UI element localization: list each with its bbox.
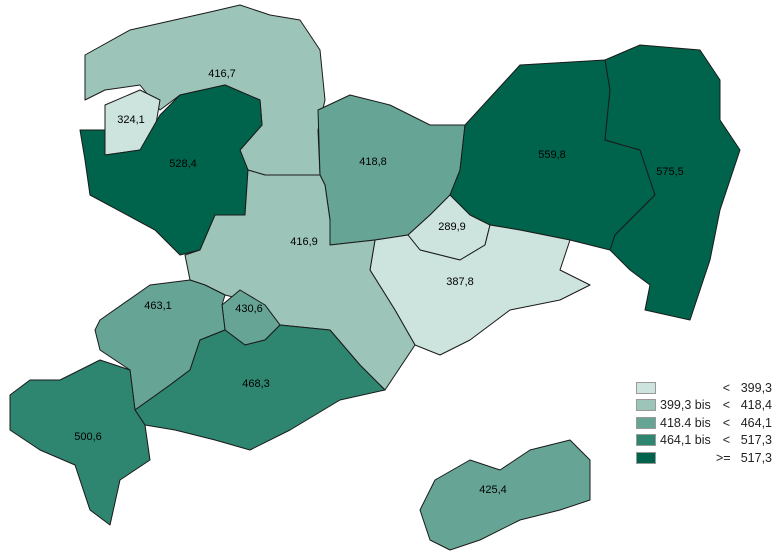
legend-item: 399,3 bis <418,4 <box>636 397 772 415</box>
region-value-label: 416,9 <box>290 236 318 248</box>
region-value-label: 324,1 <box>117 114 145 126</box>
region-vogtland <box>9 359 151 526</box>
region-value-label: 416,7 <box>208 68 236 80</box>
region-value-label: 500,6 <box>74 431 102 443</box>
legend-swatch <box>636 434 656 447</box>
legend-item: 418.4 bis <464,1 <box>636 414 772 432</box>
legend-item: 464,1 bis <517,3 <box>636 432 772 450</box>
legend-from: 418.4 bis <box>660 415 711 430</box>
legend-swatch <box>636 399 656 412</box>
legend-swatch <box>636 451 656 464</box>
region-value-label: 418,8 <box>359 156 387 168</box>
region-leipzig-land <box>79 84 263 256</box>
legend-from: 399,3 bis <box>660 398 711 413</box>
legend-op: < <box>722 433 730 448</box>
legend-to: 517,3 <box>740 450 772 465</box>
legend-op: < <box>722 415 730 430</box>
legend-op: >= <box>716 450 731 465</box>
region-erzgebirge <box>134 324 386 451</box>
legend-swatch <box>636 381 656 394</box>
region-value-label: 463,1 <box>144 300 172 312</box>
region-sachsen-inset <box>419 439 591 551</box>
legend-to: 517,3 <box>740 433 772 448</box>
region-goerlitz <box>604 44 741 321</box>
region-value-label: 289,9 <box>438 221 466 233</box>
legend-from: 464,1 bis <box>660 433 711 448</box>
legend: <399,3 399,3 bis <418,4 418.4 bis <464,1 4… <box>636 379 772 467</box>
legend-item: <399,3 <box>636 379 772 397</box>
legend-swatch <box>636 416 656 429</box>
region-value-label: 430,6 <box>235 303 263 315</box>
region-value-label: 528,4 <box>169 158 197 170</box>
region-value-label: 559,8 <box>538 149 566 161</box>
region-value-label: 575,5 <box>656 166 684 178</box>
legend-item: >= 517,3 <box>636 449 772 467</box>
legend-to: 399,3 <box>740 380 772 395</box>
region-value-label: 468,3 <box>242 378 270 390</box>
legend-to: 464,1 <box>740 415 772 430</box>
legend-op: < <box>722 398 730 413</box>
legend-to: 418,4 <box>740 398 772 413</box>
region-value-label: 387,8 <box>446 276 474 288</box>
region-value-label: 425,4 <box>479 484 507 496</box>
legend-op: < <box>722 380 730 395</box>
